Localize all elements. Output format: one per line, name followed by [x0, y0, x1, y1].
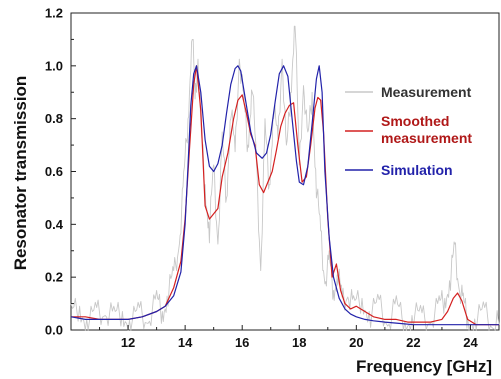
y-tick-label-4: 0.8	[45, 111, 63, 126]
series-layer	[70, 25, 500, 331]
legend-smoothed-label-line2: measurement	[381, 130, 472, 146]
x-tick-label-0: 12	[121, 335, 135, 350]
legend-measurement-label: Measurement	[381, 84, 472, 100]
series-line-2	[70, 65, 499, 326]
y-tick-label-1: 0.2	[45, 270, 63, 285]
y-tick-label-0: 0.0	[45, 323, 63, 338]
y-tick-label-6: 1.2	[45, 6, 63, 21]
x-tick-label-5: 22	[406, 335, 420, 350]
x-tick-label-1: 14	[178, 335, 193, 350]
axis-layer: 12 14 16 18 20 22 24 0.0 0.2 0.4 0.6 0.8 1.0 1.2	[45, 6, 500, 350]
legend-simulation-label: Simulation	[381, 162, 453, 178]
legend-smoothed-label-line1: Smoothed	[381, 113, 449, 129]
series-line-0	[70, 25, 500, 331]
x-tick-label-2: 16	[235, 335, 249, 350]
x-tick-label-4: 20	[349, 335, 363, 350]
y-tick-label-5: 1.0	[45, 58, 63, 73]
y-axis-title: Resonator transmission	[11, 76, 30, 271]
series-line-1	[71, 65, 499, 326]
x-tick-label-3: 18	[292, 335, 306, 350]
x-axis-title: Frequency [GHz]	[356, 357, 492, 376]
legend: Measurement Smoothed measurement Simulat…	[345, 84, 472, 178]
x-tick-label-6: 24	[463, 335, 478, 350]
y-tick-label-3: 0.6	[45, 164, 63, 179]
y-tick-label-2: 0.4	[45, 217, 64, 232]
